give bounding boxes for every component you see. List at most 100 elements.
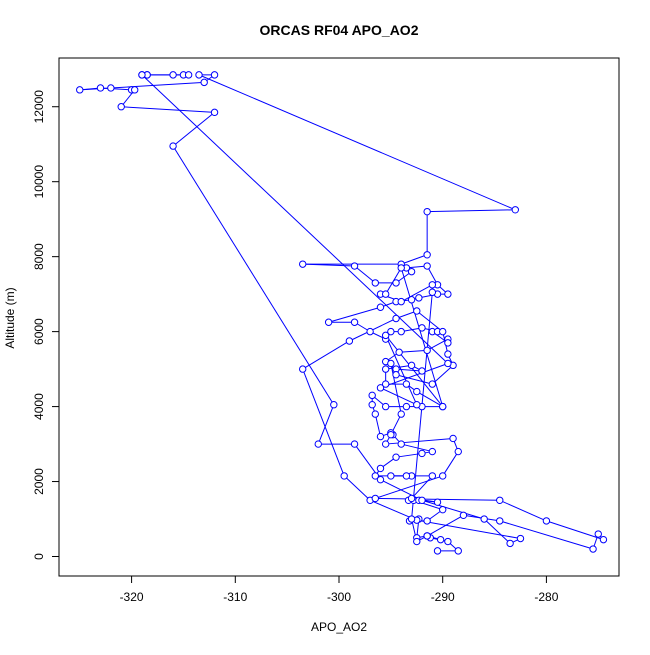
series-group <box>76 71 608 555</box>
data-point <box>381 380 390 388</box>
data-point <box>376 475 385 484</box>
series-segment <box>401 443 433 453</box>
data-point <box>376 303 385 311</box>
series-segment <box>375 475 443 499</box>
data-point <box>407 296 416 304</box>
series-segment <box>546 520 604 541</box>
data-point <box>418 324 426 332</box>
data-point <box>350 318 359 326</box>
data-point <box>345 337 354 345</box>
series-segment <box>328 306 381 323</box>
data-point <box>423 251 431 259</box>
data-point <box>423 517 431 525</box>
x-tick-label: -280 <box>534 590 558 604</box>
series-segment <box>385 335 444 407</box>
data-point <box>368 391 376 400</box>
data-point <box>299 365 307 373</box>
data-point <box>413 401 421 409</box>
data-point <box>449 434 457 443</box>
data-point <box>402 402 411 411</box>
data-point <box>428 447 437 456</box>
data-point <box>444 339 452 347</box>
data-point <box>589 545 597 553</box>
series-segment <box>426 514 464 537</box>
data-point <box>350 262 359 270</box>
data-point <box>439 472 447 480</box>
data-point <box>330 401 338 409</box>
data-point <box>454 447 462 456</box>
series-segment <box>385 335 418 405</box>
data-point <box>439 505 447 514</box>
series-segment <box>380 363 449 389</box>
data-point <box>511 206 519 214</box>
data-point <box>599 535 608 544</box>
data-point <box>107 84 115 92</box>
data-point <box>480 515 488 523</box>
series-segment <box>400 284 433 303</box>
data-point <box>433 547 442 555</box>
data-point <box>371 279 379 287</box>
series-segment <box>499 499 547 522</box>
data-point <box>371 410 379 418</box>
data-point <box>381 365 390 373</box>
data-point <box>516 534 525 543</box>
series-segment <box>141 74 449 364</box>
y-tick-label: 6000 <box>32 318 46 345</box>
data-point <box>381 440 390 448</box>
data-point <box>195 71 203 79</box>
data-point <box>210 108 219 117</box>
series-segment <box>411 475 433 499</box>
data-point <box>439 327 447 336</box>
data-point <box>413 537 421 546</box>
data-point <box>387 430 395 439</box>
series-segment <box>421 499 485 520</box>
y-tick-label: 12000 <box>32 90 46 124</box>
data-point <box>402 380 411 388</box>
data-point <box>169 142 177 150</box>
data-point <box>594 530 602 538</box>
y-axis: 0 2000 4000 6000 8000 10000 12000 <box>32 90 59 560</box>
data-point <box>407 515 416 523</box>
data-point <box>184 71 193 79</box>
series-segment <box>374 413 381 437</box>
series-segment <box>110 81 205 89</box>
data-point <box>381 402 390 411</box>
data-point <box>397 297 405 306</box>
data-point <box>381 290 390 298</box>
series-segment <box>390 363 402 415</box>
data-point <box>392 314 400 323</box>
y-tick-label: 4000 <box>32 393 46 420</box>
data-point <box>423 532 431 540</box>
series-segment <box>354 265 376 284</box>
data-point <box>444 537 452 546</box>
data-point <box>418 367 426 375</box>
series-segment <box>121 106 215 113</box>
data-point <box>402 472 411 480</box>
data-point <box>428 281 437 289</box>
data-point <box>324 318 333 326</box>
data-point <box>96 84 105 92</box>
data-point <box>387 359 395 368</box>
data-point <box>407 494 416 503</box>
data-point <box>436 535 445 544</box>
data-point <box>423 262 431 270</box>
data-point <box>387 327 395 336</box>
chart-title: ORCAS RF04 APO_AO2 <box>260 22 419 38</box>
data-point <box>413 307 421 315</box>
series-segment <box>172 145 335 405</box>
data-point <box>299 260 307 268</box>
data-point <box>131 86 139 94</box>
x-tick-label: -320 <box>120 590 144 604</box>
series-segment <box>427 209 516 213</box>
data-point <box>433 498 442 506</box>
data-point <box>117 103 125 111</box>
data-point <box>397 264 405 272</box>
data-point <box>415 294 423 302</box>
series-segment <box>499 520 594 550</box>
y-tick-label: 8000 <box>32 243 46 270</box>
series-segment <box>385 437 454 445</box>
series-segment <box>100 87 132 91</box>
series-segment <box>399 349 428 353</box>
data-point <box>376 384 385 392</box>
